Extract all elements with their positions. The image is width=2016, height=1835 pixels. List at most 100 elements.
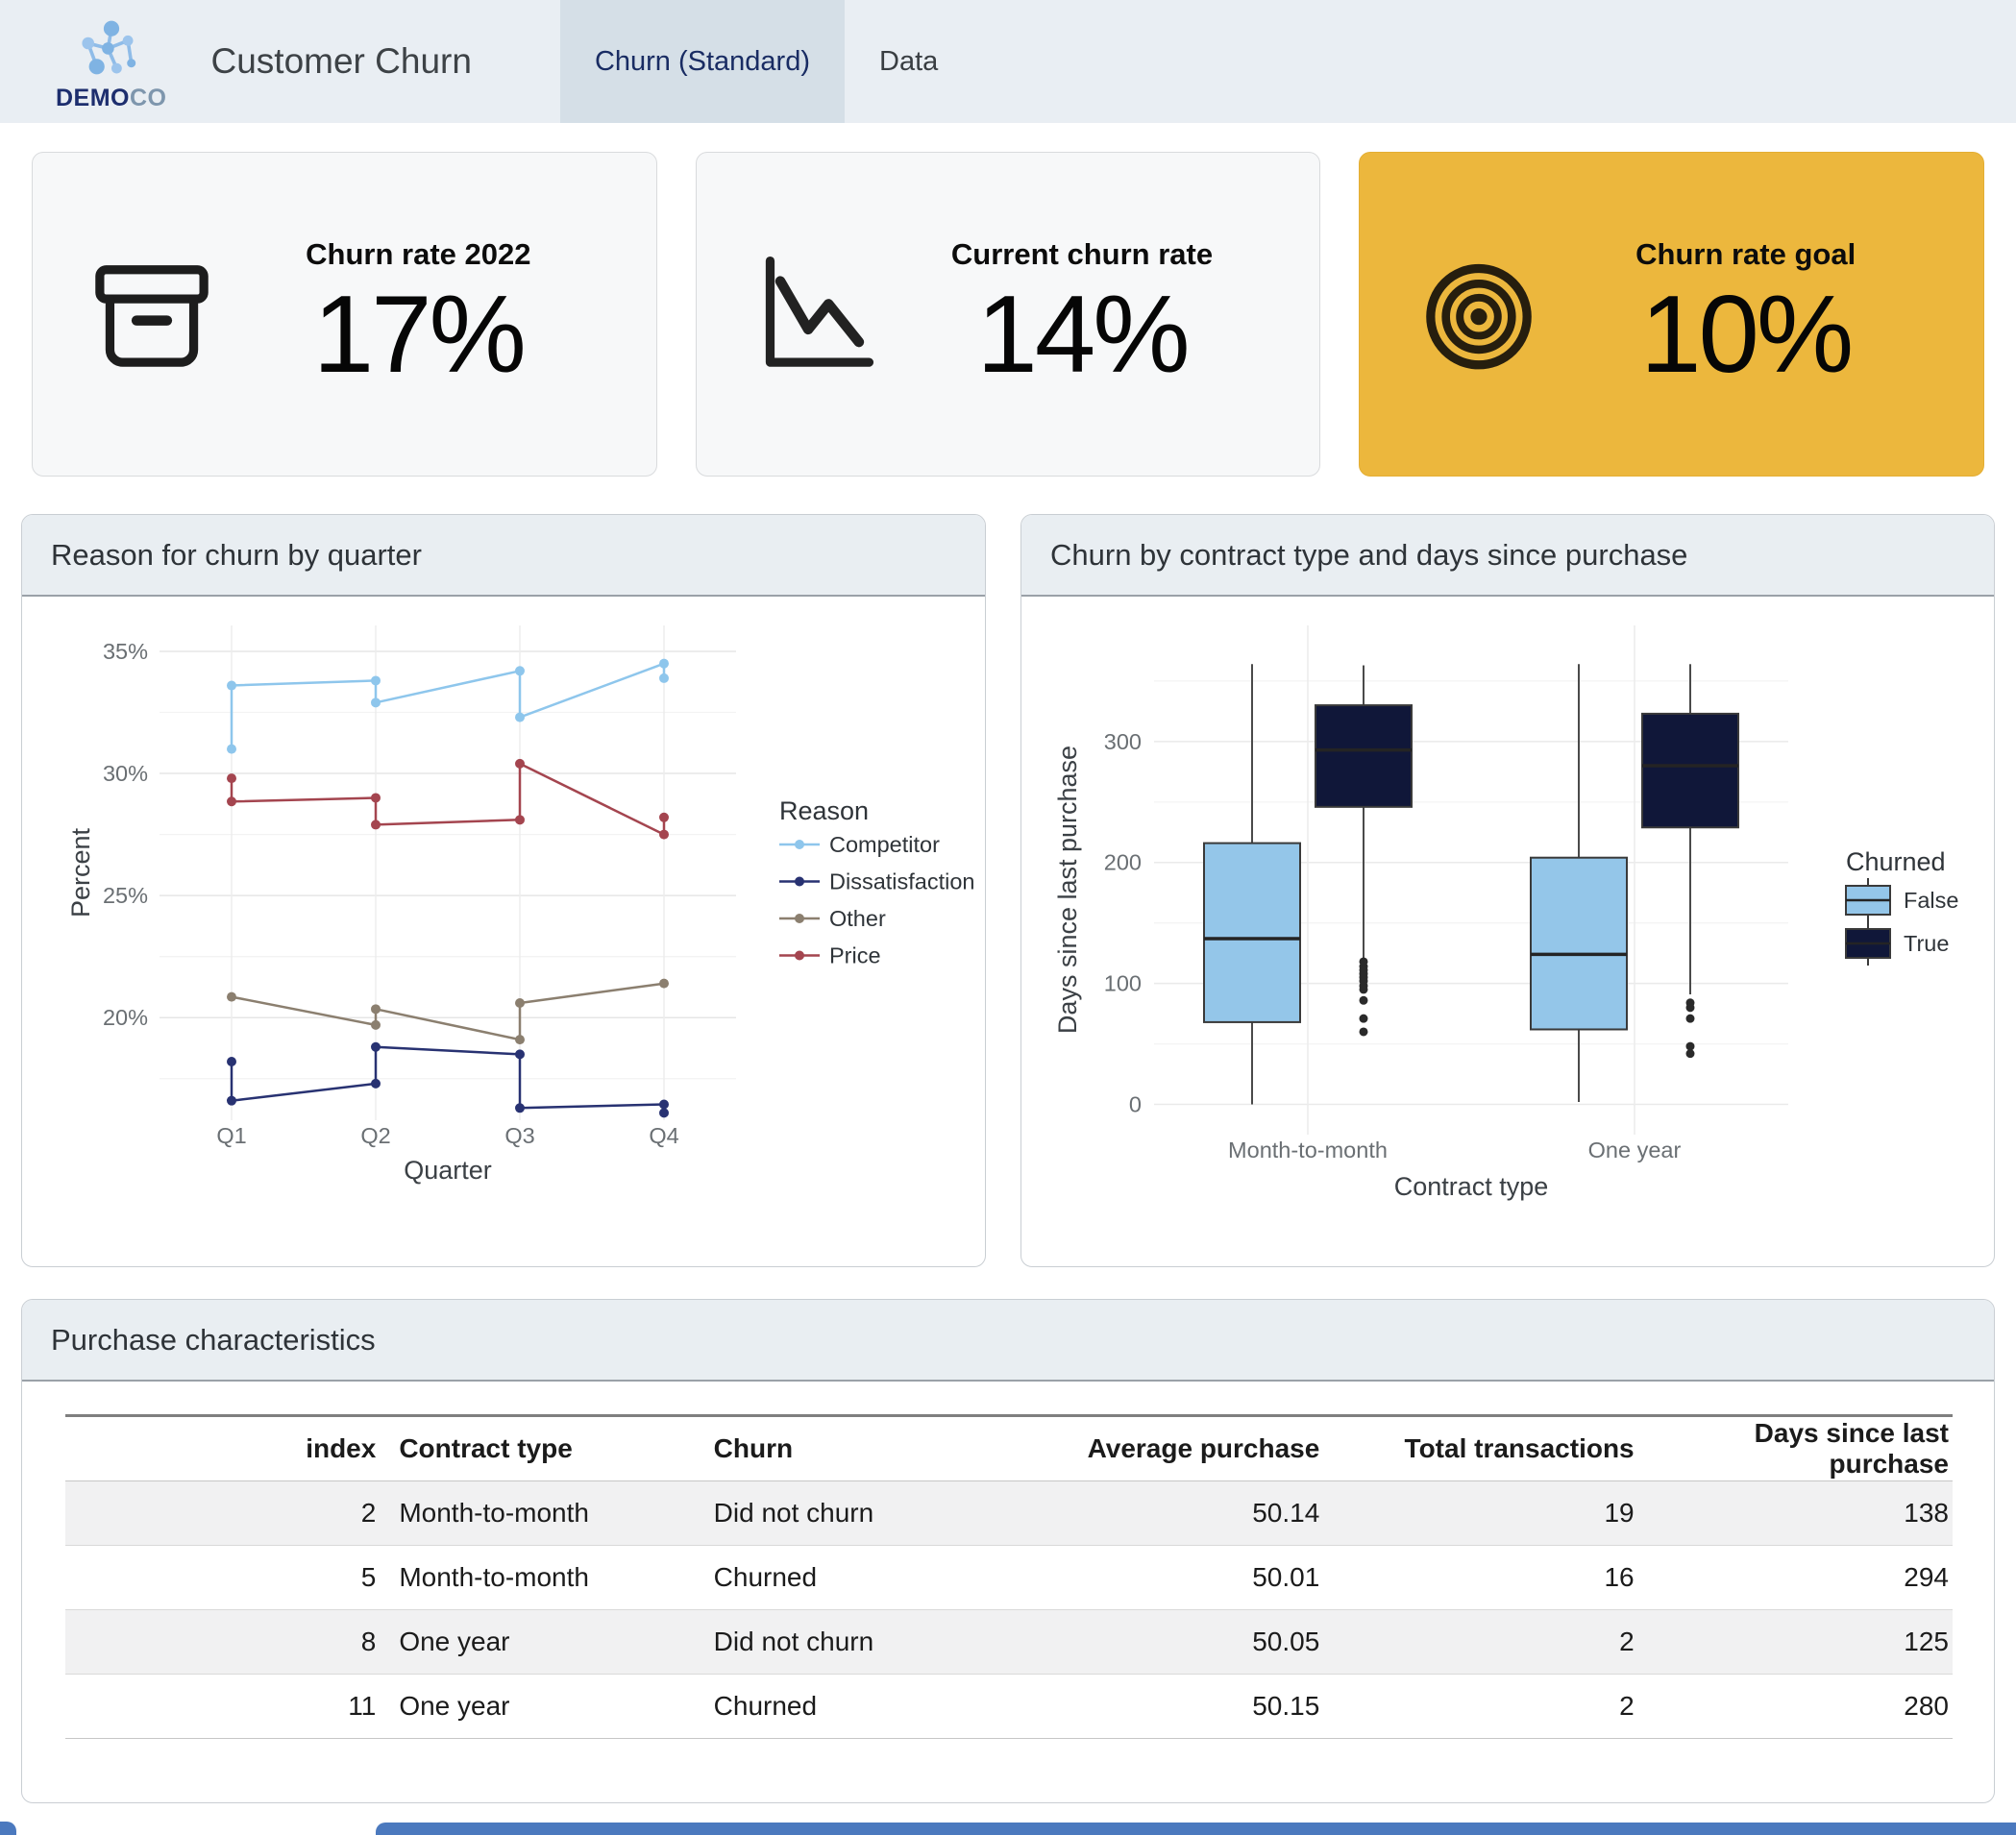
kpi-title: Churn rate goal — [1635, 236, 1856, 271]
table-cell: 50.01 — [1252, 1562, 1320, 1592]
svg-text:Other: Other — [829, 906, 886, 931]
table-cell: One year — [399, 1691, 510, 1721]
table-cell: 280 — [1904, 1691, 1949, 1721]
panel-title: Churn by contract type and days since pu… — [1050, 537, 1688, 572]
table-cell: Churned — [713, 1691, 818, 1721]
table-cell: 16 — [1604, 1562, 1635, 1592]
table-cell: 138 — [1904, 1498, 1949, 1528]
column-header: index — [306, 1433, 377, 1463]
top-header-bar: DEMOCO Customer Churn Churn (Standard) D… — [0, 0, 2016, 123]
table-row: 11 One year Churned 50.15 2 280 — [65, 1675, 1953, 1739]
page-title: Customer Churn — [210, 41, 472, 81]
svg-text:Contract type: Contract type — [1394, 1172, 1549, 1201]
svg-text:Q4: Q4 — [649, 1123, 678, 1148]
table-row: 8 One year Did not churn 50.05 2 125 — [65, 1609, 1953, 1675]
target-icon — [1415, 251, 1542, 378]
table-cell: 2 — [360, 1498, 377, 1528]
svg-text:25%: 25% — [103, 883, 148, 908]
table-wrap: index Contract type Churn Average purchase T… — [22, 1382, 1994, 1739]
panel-title: Purchase characteristics — [51, 1322, 376, 1357]
table-cell: 2 — [1619, 1627, 1635, 1656]
kpi-card-churn-goal: Churn rate goal 10% — [1359, 152, 1985, 477]
column-header: Days since last purchase — [1754, 1418, 1949, 1479]
table-cell: Month-to-month — [399, 1498, 589, 1528]
kpi-main: Churn rate goal 10% — [1542, 237, 1949, 391]
table-cell: 2 — [1619, 1691, 1635, 1721]
table-cell: 50.15 — [1252, 1691, 1320, 1721]
svg-text:0: 0 — [1129, 1092, 1142, 1117]
panel-title: Reason for churn by quarter — [51, 537, 422, 572]
column-header: Contract type — [399, 1433, 573, 1463]
table-cell: 8 — [360, 1627, 377, 1656]
svg-text:True: True — [1904, 931, 1949, 956]
panel-header: Reason for churn by quarter — [22, 515, 985, 597]
svg-text:Reason: Reason — [779, 796, 869, 825]
svg-text:Price: Price — [829, 943, 881, 968]
svg-text:200: 200 — [1104, 850, 1142, 875]
table-cell: Month-to-month — [399, 1562, 589, 1592]
table-cell: 50.14 — [1252, 1498, 1320, 1528]
svg-text:300: 300 — [1104, 729, 1142, 754]
table-cell: 125 — [1904, 1627, 1949, 1656]
panel-header: Churn by contract type and days since pu… — [1021, 515, 1994, 597]
tab-data[interactable]: Data — [879, 45, 939, 77]
svg-text:Dissatisfaction: Dissatisfaction — [829, 869, 975, 894]
table-cell: 5 — [360, 1562, 377, 1592]
kpi-card-churn-2022: Churn rate 2022 17% — [32, 152, 657, 477]
svg-text:Churned: Churned — [1846, 847, 1946, 876]
archive-box-icon — [88, 251, 215, 378]
svg-text:One year: One year — [1588, 1138, 1682, 1162]
svg-text:Percent: Percent — [66, 827, 95, 918]
charts-row: Reason for churn by quarter 20% 25% 30% 35%… — [21, 514, 1995, 1267]
kpi-card-current-churn: Current churn rate 14% — [695, 152, 1321, 477]
svg-text:20%: 20% — [103, 1005, 148, 1030]
svg-text:100: 100 — [1104, 971, 1142, 996]
panel-body: 0 100 200 300 Month-to-month One year Contract… — [1021, 597, 1994, 1265]
svg-text:Quarter: Quarter — [404, 1156, 492, 1185]
reason-for-churn-line-chart: 20% 25% 30% 35% Q1 Q2 Q3 Q4 Quarter Percent Reason… — [66, 625, 975, 1185]
kpi-title: Current churn rate — [950, 236, 1214, 271]
svg-text:Competitor: Competitor — [829, 832, 940, 857]
column-header: Total transactions — [1404, 1433, 1635, 1463]
svg-text:Month-to-month: Month-to-month — [1228, 1138, 1388, 1162]
svg-text:Q1: Q1 — [216, 1123, 246, 1148]
tab-churn-standard[interactable]: Churn (Standard) — [559, 0, 845, 123]
panel-header: Purchase characteristics — [22, 1300, 1994, 1382]
kpi-title: Churn rate 2022 — [306, 236, 531, 271]
table-cell: 11 — [348, 1691, 377, 1721]
svg-text:35%: 35% — [103, 639, 148, 664]
logo-text: DEMOCO — [56, 86, 167, 110]
table-cell: Did not churn — [713, 1627, 874, 1656]
reason-line-chart-panel: Reason for churn by quarter 20% 25% 30% 35%… — [21, 514, 986, 1267]
bottom-partial-bar — [376, 1823, 2016, 1835]
kpi-row: Churn rate 2022 17% Current churn rate 1… — [32, 152, 1985, 477]
kpi-main: Current churn rate 14% — [879, 237, 1286, 391]
svg-text:Q2: Q2 — [360, 1123, 390, 1148]
logo-text-demo: DEMO — [56, 84, 130, 111]
kpi-value: 17% — [312, 273, 527, 396]
purchase-characteristics-table: index Contract type Churn Average purchase T… — [65, 1414, 1953, 1739]
logo-text-co: CO — [130, 84, 167, 111]
kpi-value: 10% — [1640, 273, 1854, 396]
svg-text:Q3: Q3 — [504, 1123, 534, 1148]
tab-bar: Churn (Standard) Data — [559, 0, 972, 123]
table-row: 5 Month-to-month Churned 50.01 16 294 — [65, 1546, 1953, 1610]
panel-body: 20% 25% 30% 35% Q1 Q2 Q3 Q4 Quarter Percent Reason… — [22, 597, 985, 1265]
logo: DEMOCO — [0, 0, 167, 123]
column-header: Average purchase — [1087, 1433, 1320, 1463]
kpi-main: Churn rate 2022 17% — [215, 237, 622, 391]
churn-boxplot-chart: 0 100 200 300 Month-to-month One year Contract… — [1053, 625, 1958, 1201]
purchase-characteristics-panel: Purchase characteristics index Contract t… — [21, 1299, 1995, 1803]
svg-text:Days since last purchase: Days since last purchase — [1053, 746, 1082, 1034]
table-cell: 50.05 — [1252, 1627, 1320, 1656]
table-cell: One year — [399, 1627, 510, 1656]
bottom-partial-chip — [0, 1822, 16, 1835]
table-cell: 294 — [1904, 1562, 1949, 1592]
table-cell: Churned — [713, 1562, 818, 1592]
kpi-value: 14% — [976, 273, 1190, 396]
svg-text:30%: 30% — [103, 761, 148, 786]
democo-network-logo-icon — [82, 20, 135, 74]
table-header-row: index Contract type Churn Average purchase T… — [65, 1415, 1953, 1481]
svg-text:False: False — [1904, 888, 1958, 913]
